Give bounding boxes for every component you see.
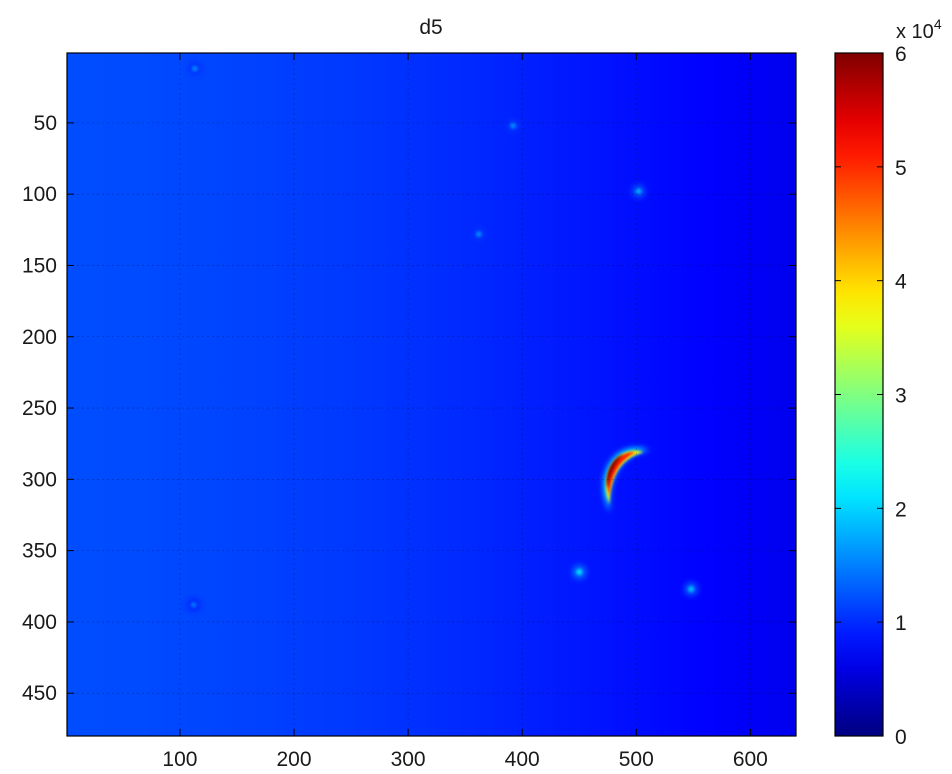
x-tick-label: 300 [391, 748, 426, 771]
y-tick-label: 250 [22, 397, 57, 420]
bright-spot [631, 184, 646, 199]
colorbar-exponent-base: x 10 [896, 21, 934, 43]
y-tick-label: 450 [22, 682, 57, 705]
colorbar-tick-label: 2 [895, 498, 907, 521]
crescent-feature [603, 447, 650, 513]
bright-spot [572, 565, 587, 580]
colorbar [835, 53, 883, 736]
x-tick-label: 100 [162, 748, 197, 771]
x-tick-label: 500 [619, 748, 654, 771]
bright-spot [506, 118, 521, 133]
y-tick-label: 200 [22, 326, 57, 349]
y-tick-label: 150 [22, 254, 57, 277]
x-tick-label: 400 [505, 748, 540, 771]
x-tick-label: 200 [277, 748, 312, 771]
y-tick-label: 300 [22, 468, 57, 491]
colorbar-tick-label: 0 [895, 726, 907, 749]
colorbar-exponent-power: 4 [934, 16, 942, 32]
chart-title: d5 [419, 16, 442, 39]
colorbar-exponent: x 104 [896, 16, 942, 43]
grid-lines [67, 53, 796, 736]
x-tick-label: 600 [733, 748, 768, 771]
heatmap-features [186, 61, 699, 612]
bright-spot [186, 597, 201, 612]
heatmap-background [67, 53, 796, 736]
colorbar-tick-label: 6 [895, 43, 907, 66]
colorbar-ticks: 0 1 2 3 4 5 6 [835, 43, 907, 749]
colorbar-tick-label: 4 [895, 271, 907, 294]
y-tick-label: 400 [22, 611, 57, 634]
plot-frame [66, 52, 797, 737]
colorbar-tick-label: 5 [895, 157, 907, 180]
bright-spot [471, 227, 486, 242]
y-tick-label: 350 [22, 540, 57, 563]
y-axis-ticks: 50 100 150 200 250 300 350 400 450 [22, 112, 796, 705]
y-tick-label: 100 [22, 183, 57, 206]
colorbar-tick-label: 1 [895, 612, 907, 635]
bright-spot [187, 61, 202, 76]
y-tick-label: 50 [34, 112, 57, 135]
x-axis-ticks: 100 200 300 400 500 600 [162, 53, 768, 771]
heatmap-image [67, 53, 796, 736]
bright-spot [684, 582, 699, 597]
colorbar-tick-label: 3 [895, 385, 907, 408]
